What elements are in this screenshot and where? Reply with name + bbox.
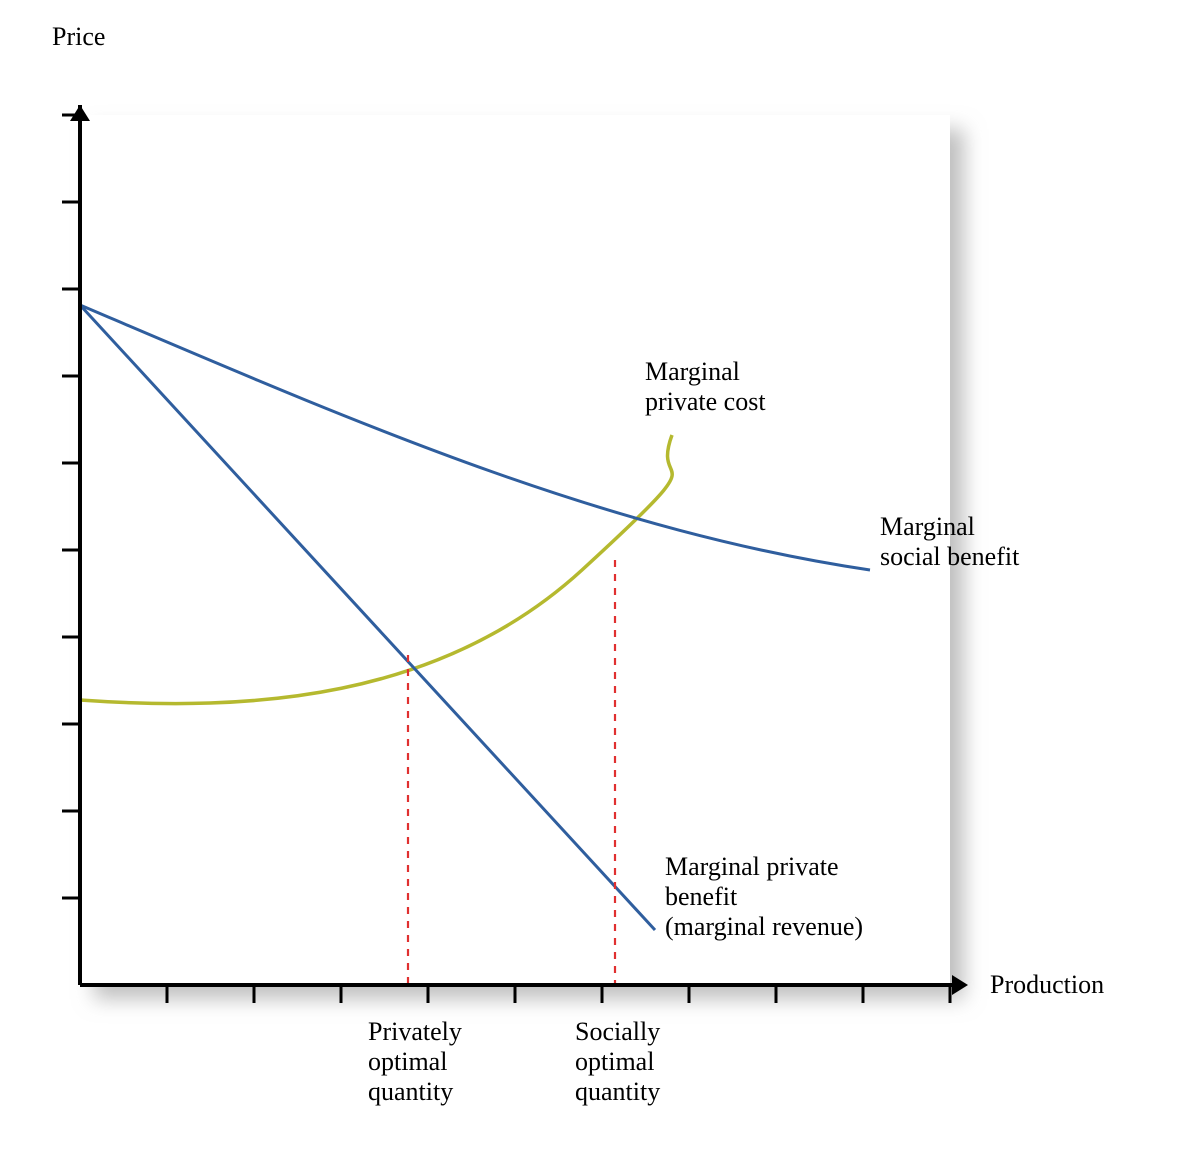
x-axis-arrow-icon	[952, 975, 968, 995]
x-axis-label: Production	[990, 970, 1104, 999]
chart-container: PriceProductionMarginalprivate costMargi…	[0, 0, 1183, 1164]
y-axis-arrow-icon	[70, 105, 90, 121]
economics-chart: PriceProductionMarginalprivate costMargi…	[0, 0, 1183, 1164]
y-axis-label: Price	[52, 22, 105, 51]
social-quantity-label: Sociallyoptimalquantity	[575, 1017, 660, 1106]
msb-label: Marginalsocial benefit	[880, 512, 1020, 571]
private-quantity-label: Privatelyoptimalquantity	[368, 1017, 462, 1106]
